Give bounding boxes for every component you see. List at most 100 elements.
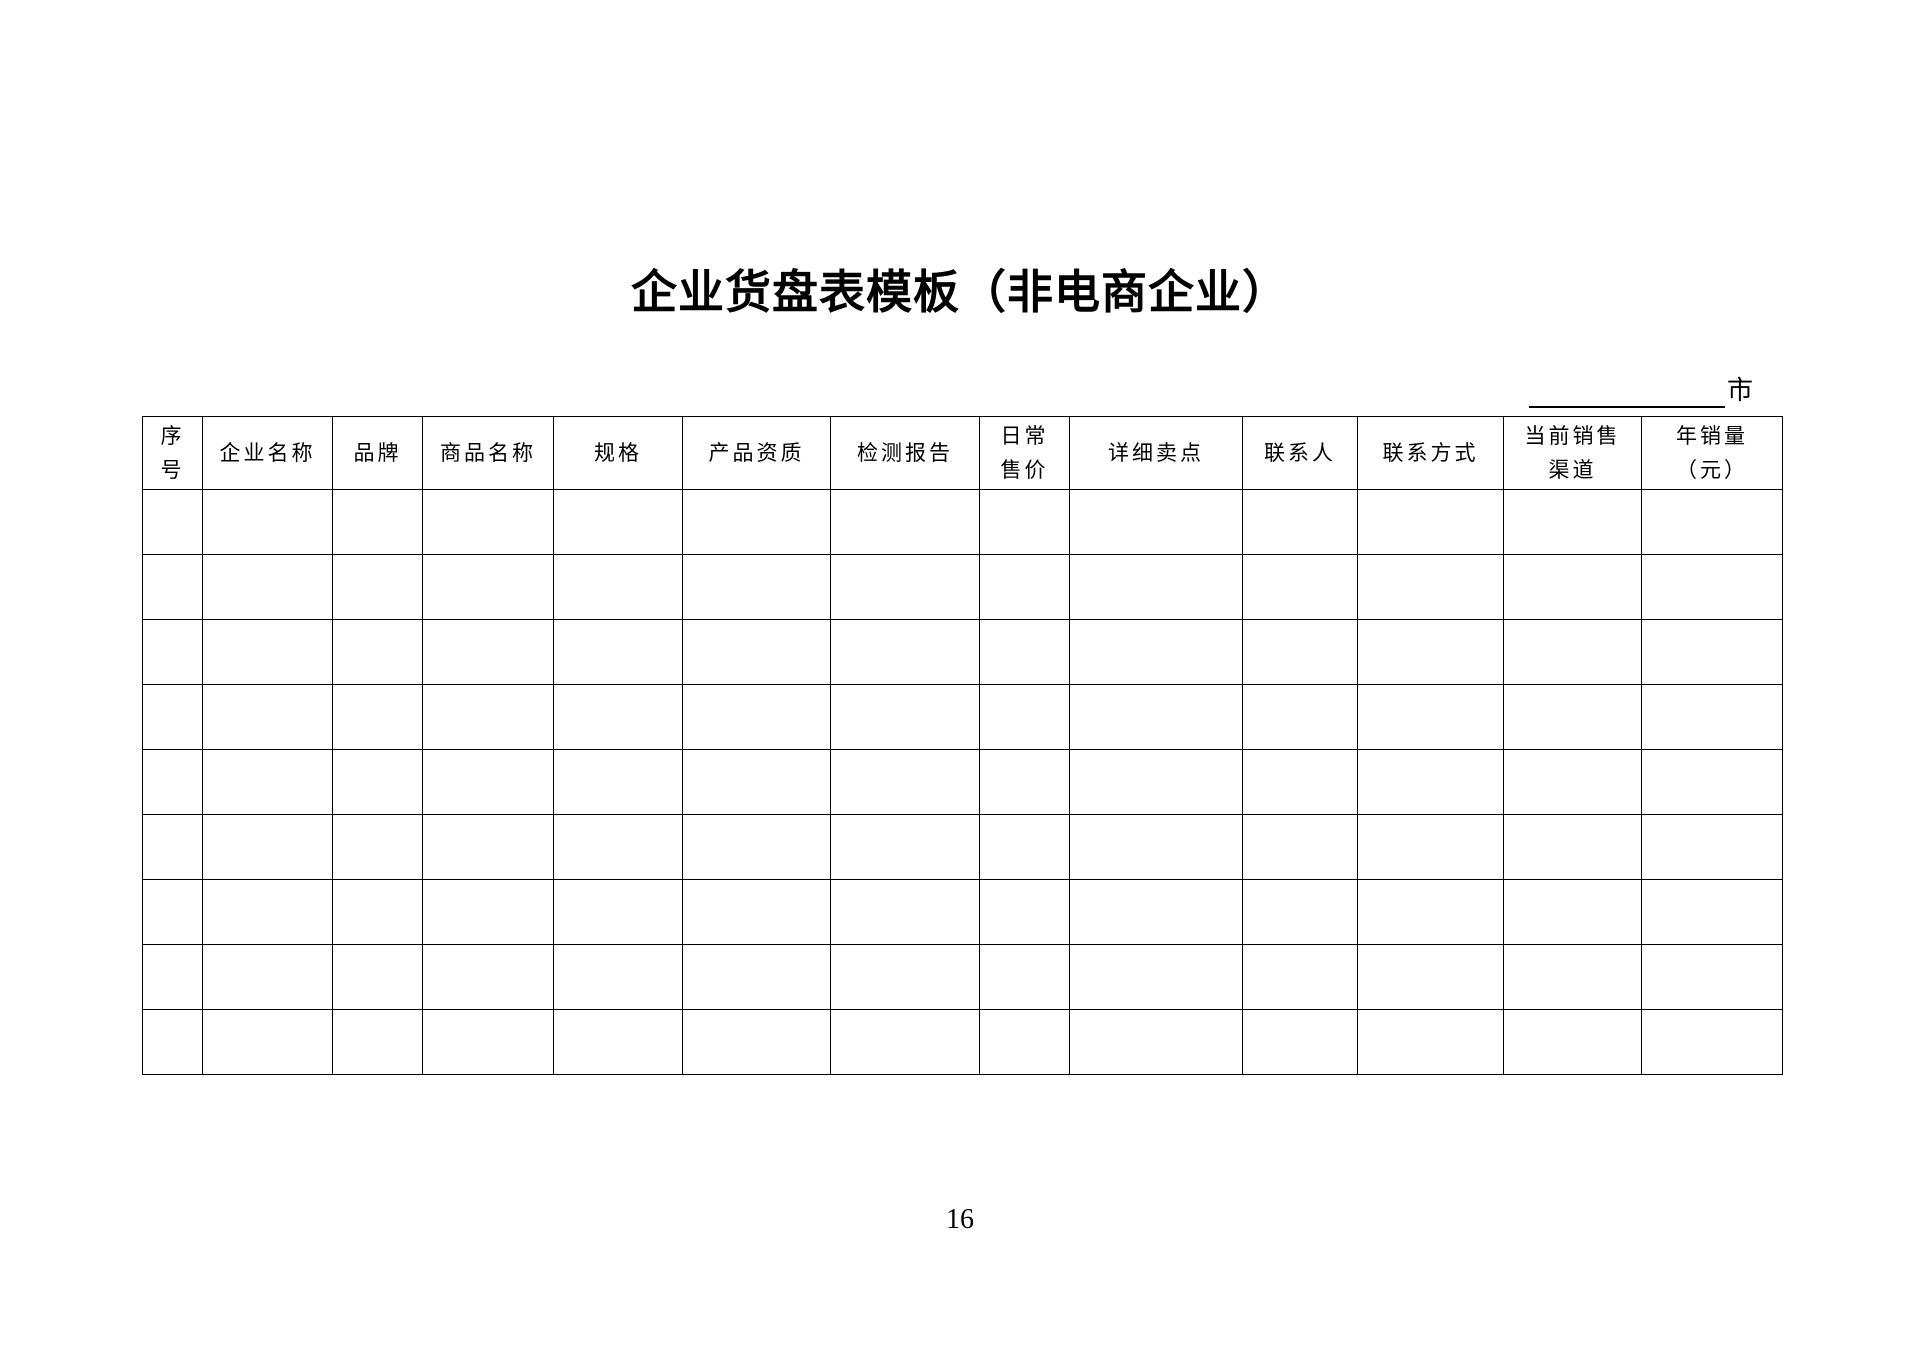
table-cell[interactable] (553, 944, 683, 1010)
table-cell[interactable] (1242, 554, 1358, 620)
table-cell[interactable] (332, 489, 423, 555)
table-cell[interactable] (1069, 1009, 1243, 1075)
table-cell[interactable] (553, 814, 683, 880)
table-cell[interactable] (202, 879, 333, 945)
table-cell[interactable] (1641, 749, 1783, 815)
table-cell[interactable] (553, 749, 683, 815)
table-cell[interactable] (202, 619, 333, 685)
table-cell[interactable] (830, 879, 980, 945)
table-cell[interactable] (142, 489, 203, 555)
table-cell[interactable] (422, 944, 554, 1010)
table-cell[interactable] (202, 684, 333, 750)
table-cell[interactable] (830, 489, 980, 555)
table-cell[interactable] (1069, 489, 1243, 555)
table-cell[interactable] (1242, 814, 1358, 880)
table-cell[interactable] (830, 814, 980, 880)
table-cell[interactable] (1357, 749, 1504, 815)
table-cell[interactable] (1069, 814, 1243, 880)
table-cell[interactable] (202, 1009, 333, 1075)
table-cell[interactable] (142, 749, 203, 815)
table-cell[interactable] (1242, 749, 1358, 815)
table-cell[interactable] (1641, 619, 1783, 685)
table-cell[interactable] (682, 684, 831, 750)
table-cell[interactable] (1242, 944, 1358, 1010)
table-cell[interactable] (1357, 619, 1504, 685)
table-cell[interactable] (553, 554, 683, 620)
table-cell[interactable] (1357, 554, 1504, 620)
table-cell[interactable] (422, 619, 554, 685)
table-cell[interactable] (142, 944, 203, 1010)
table-cell[interactable] (1503, 879, 1642, 945)
table-cell[interactable] (332, 1009, 423, 1075)
table-cell[interactable] (332, 749, 423, 815)
table-cell[interactable] (979, 554, 1070, 620)
table-cell[interactable] (979, 879, 1070, 945)
table-cell[interactable] (202, 554, 333, 620)
table-cell[interactable] (142, 684, 203, 750)
table-cell[interactable] (1069, 684, 1243, 750)
table-cell[interactable] (142, 1009, 203, 1075)
table-cell[interactable] (979, 684, 1070, 750)
table-cell[interactable] (979, 814, 1070, 880)
table-cell[interactable] (682, 879, 831, 945)
table-cell[interactable] (1503, 619, 1642, 685)
table-cell[interactable] (1069, 554, 1243, 620)
table-cell[interactable] (332, 879, 423, 945)
table-cell[interactable] (1069, 749, 1243, 815)
table-cell[interactable] (1069, 619, 1243, 685)
table-cell[interactable] (422, 749, 554, 815)
table-cell[interactable] (1242, 1009, 1358, 1075)
table-cell[interactable] (1641, 944, 1783, 1010)
table-cell[interactable] (422, 489, 554, 555)
table-cell[interactable] (1641, 684, 1783, 750)
table-cell[interactable] (332, 684, 423, 750)
table-cell[interactable] (1357, 489, 1504, 555)
table-cell[interactable] (1503, 489, 1642, 555)
table-cell[interactable] (202, 944, 333, 1010)
table-cell[interactable] (1503, 944, 1642, 1010)
table-cell[interactable] (1357, 684, 1504, 750)
table-cell[interactable] (1242, 879, 1358, 945)
table-cell[interactable] (1069, 879, 1243, 945)
table-cell[interactable] (332, 814, 423, 880)
table-cell[interactable] (979, 749, 1070, 815)
table-cell[interactable] (142, 554, 203, 620)
table-cell[interactable] (202, 749, 333, 815)
table-cell[interactable] (830, 1009, 980, 1075)
table-cell[interactable] (553, 684, 683, 750)
table-cell[interactable] (1641, 879, 1783, 945)
table-cell[interactable] (1641, 554, 1783, 620)
table-cell[interactable] (332, 619, 423, 685)
table-cell[interactable] (682, 554, 831, 620)
table-cell[interactable] (553, 879, 683, 945)
table-cell[interactable] (553, 619, 683, 685)
table-cell[interactable] (1069, 944, 1243, 1010)
table-cell[interactable] (682, 1009, 831, 1075)
table-cell[interactable] (1503, 814, 1642, 880)
table-cell[interactable] (202, 814, 333, 880)
table-cell[interactable] (1242, 684, 1358, 750)
table-cell[interactable] (142, 814, 203, 880)
table-cell[interactable] (979, 944, 1070, 1010)
table-cell[interactable] (422, 1009, 554, 1075)
table-cell[interactable] (1641, 489, 1783, 555)
table-cell[interactable] (1357, 814, 1504, 880)
table-cell[interactable] (979, 1009, 1070, 1075)
table-cell[interactable] (682, 489, 831, 555)
table-cell[interactable] (830, 749, 980, 815)
table-cell[interactable] (1503, 1009, 1642, 1075)
table-cell[interactable] (979, 619, 1070, 685)
table-cell[interactable] (830, 944, 980, 1010)
table-cell[interactable] (1503, 749, 1642, 815)
table-cell[interactable] (830, 684, 980, 750)
table-cell[interactable] (1641, 814, 1783, 880)
table-cell[interactable] (202, 489, 333, 555)
table-cell[interactable] (553, 1009, 683, 1075)
table-cell[interactable] (142, 879, 203, 945)
table-cell[interactable] (142, 619, 203, 685)
table-cell[interactable] (682, 814, 831, 880)
table-cell[interactable] (422, 879, 554, 945)
table-cell[interactable] (1357, 944, 1504, 1010)
table-cell[interactable] (1503, 684, 1642, 750)
table-cell[interactable] (682, 749, 831, 815)
